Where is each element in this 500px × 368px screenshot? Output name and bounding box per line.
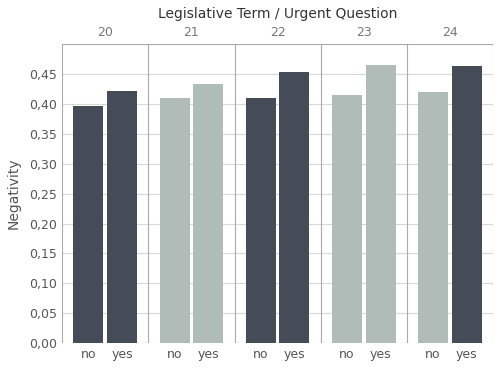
Bar bbox=[418, 92, 448, 343]
Bar bbox=[74, 106, 104, 343]
Y-axis label: Negativity: Negativity bbox=[7, 158, 21, 230]
Bar bbox=[280, 72, 310, 343]
Bar bbox=[246, 98, 276, 343]
Bar bbox=[332, 95, 362, 343]
Bar bbox=[366, 65, 396, 343]
Bar bbox=[194, 84, 224, 343]
Bar bbox=[452, 66, 482, 343]
X-axis label: Legislative Term / Urgent Question: Legislative Term / Urgent Question bbox=[158, 7, 398, 21]
Bar bbox=[160, 98, 190, 343]
Bar bbox=[107, 91, 137, 343]
